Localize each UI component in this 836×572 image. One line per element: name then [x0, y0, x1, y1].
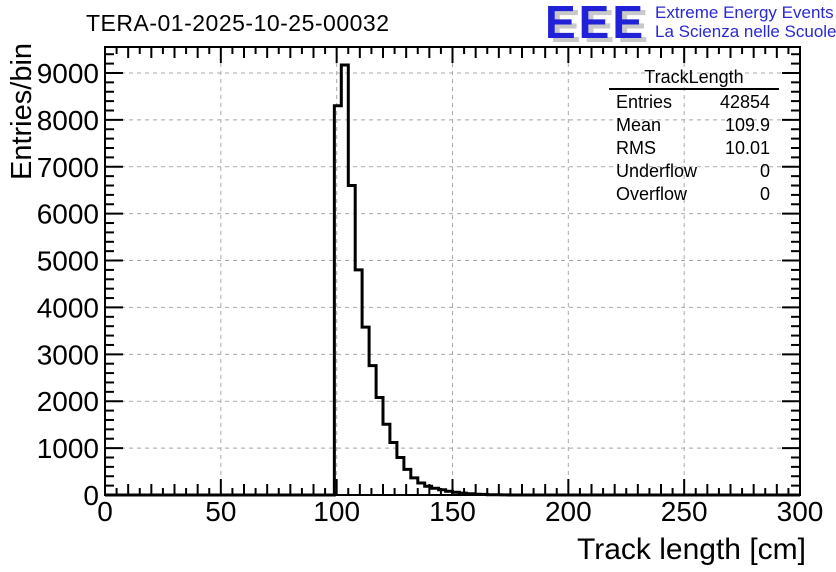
y-tick-label: 7000	[37, 152, 99, 183]
x-tick-label: 150	[429, 496, 476, 527]
eee-logo: EEE Extreme Energy Events La Scienza nel…	[545, 0, 836, 48]
x-tick-label: 100	[313, 496, 360, 527]
plot-title: TERA-01-2025-10-25-00032	[86, 10, 390, 36]
stats-box: TrackLength Entries 42854 Mean 109.9 RMS…	[609, 66, 779, 206]
x-axis-title: Track length [cm]	[577, 533, 806, 566]
y-tick-label: 2000	[37, 386, 99, 417]
stats-value: 10.01	[724, 138, 770, 158]
stats-label: RMS	[616, 138, 656, 158]
x-tick-label: 250	[661, 496, 708, 527]
y-tick-label: 1000	[37, 433, 99, 464]
stats-value: 0	[759, 184, 770, 204]
stats-label: Underflow	[616, 161, 698, 181]
eee-logo-line1: Extreme Energy Events	[655, 3, 834, 22]
eee-logo-acronym: EEE	[545, 0, 647, 48]
y-tick-label: 3000	[37, 339, 99, 370]
x-tick-label: 300	[777, 496, 824, 527]
eee-logo-subtitle: Extreme Energy Events La Scienza nelle S…	[655, 3, 836, 41]
y-tick-label: 5000	[37, 246, 99, 277]
stats-value: 42854	[719, 92, 770, 112]
y-tick-label: 6000	[37, 199, 99, 230]
stats-value: 109.9	[724, 115, 770, 135]
y-tick-label: 4000	[37, 292, 99, 323]
y-tick-label: 9000	[37, 58, 99, 89]
stats-row-entries: Entries 42854	[609, 91, 779, 114]
stats-label: Mean	[616, 115, 662, 135]
x-tick-label: 50	[205, 496, 236, 527]
stats-box-divider	[609, 88, 779, 90]
stats-row-overflow: Overflow 0	[609, 183, 779, 206]
stats-label: Entries	[616, 92, 673, 112]
stats-box-title: TrackLength	[644, 67, 744, 87]
stats-value: 0	[759, 161, 770, 181]
stats-row-rms: RMS 10.01	[609, 137, 779, 160]
stats-row-mean: Mean 109.9	[609, 114, 779, 137]
y-tick-label: 0	[83, 480, 99, 511]
x-tick-label: 0	[97, 496, 113, 527]
y-tick-label: 8000	[37, 105, 99, 136]
eee-logo-line2: La Scienza nelle Scuole	[655, 22, 836, 41]
stats-label: Overflow	[616, 184, 688, 204]
stats-row-underflow: Underflow 0	[609, 160, 779, 183]
x-tick-label: 200	[545, 496, 592, 527]
y-axis-title: Entries/bin	[6, 42, 38, 180]
